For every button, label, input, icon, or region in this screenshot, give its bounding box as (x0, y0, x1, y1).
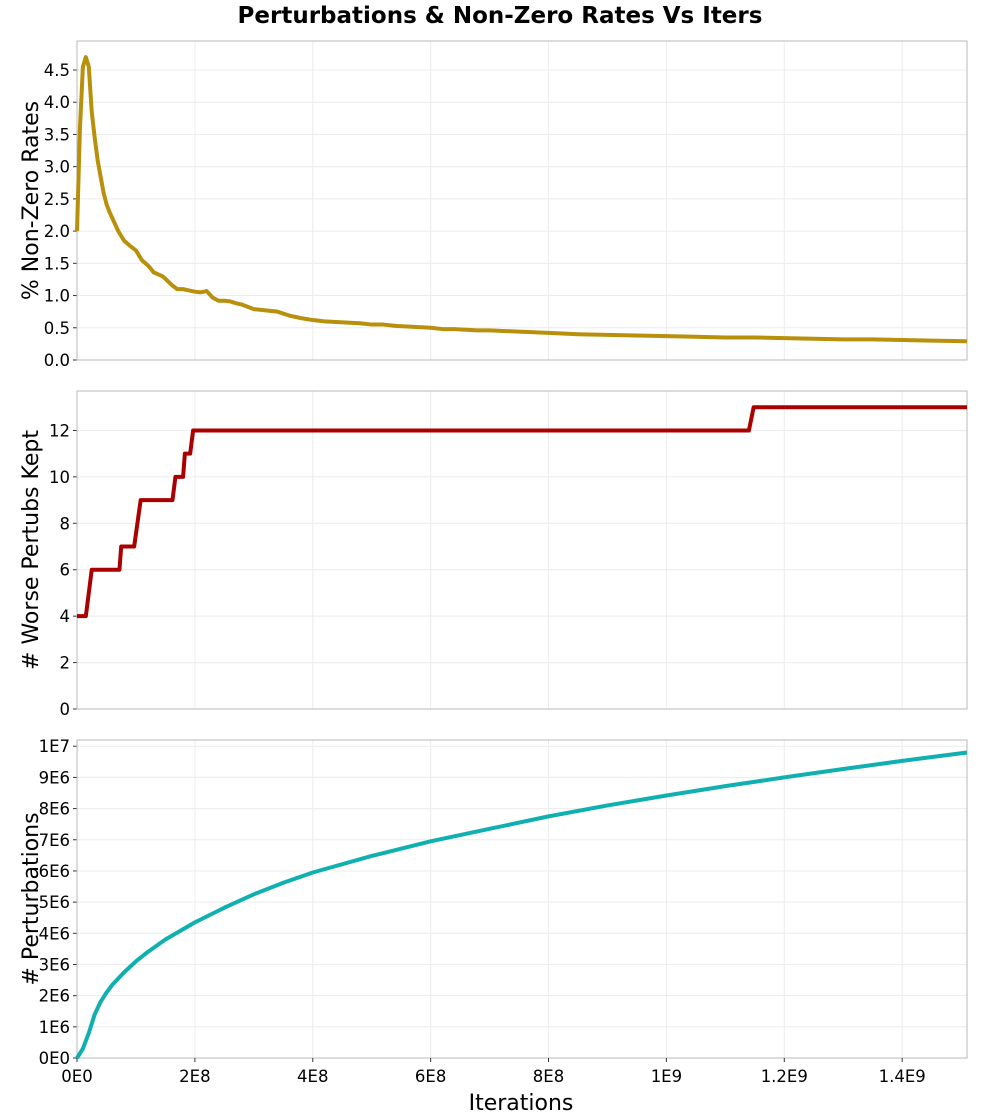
y-tick-label: 1E6 (39, 1018, 70, 1037)
x-tick-label: 0E0 (61, 1067, 92, 1086)
y-tick-label: 2 (60, 654, 71, 673)
y-tick-label: 4E6 (39, 924, 70, 943)
y-tick-label: 0.0 (44, 351, 70, 370)
y-tick-label: 8E6 (39, 800, 70, 819)
x-tick-label: 1.4E9 (879, 1067, 926, 1086)
panel-perturbations: 0E0 1E6 2E6 3E6 4E6 5E6 6E6 7E6 8E6 9E6 1E7 # Pertu… (19, 737, 968, 1086)
series-line-rates (75, 55, 968, 344)
x-tick-label: 8E8 (533, 1067, 564, 1086)
plot-border-perturbations (76, 739, 968, 1059)
x-tick-label: 1E9 (651, 1067, 682, 1086)
y-tick-label: 0E0 (39, 1049, 70, 1068)
plot-border-worse-perturbs (76, 390, 968, 710)
x-tick-label: 6E8 (415, 1067, 446, 1086)
y-tick-label: 0 (60, 700, 71, 719)
y-tick-label: 3.0 (44, 158, 70, 177)
y-axis-label-worse-perturbs: # Worse Pertubs Kept (19, 430, 44, 670)
y-tick-label: 4 (60, 607, 71, 626)
y-tick-label: 1.5 (44, 254, 70, 273)
x-axis-label: Iterations (469, 1091, 574, 1116)
y-tick-label: 1.0 (44, 287, 70, 306)
y-tick-label: 6E6 (39, 862, 70, 881)
chart-panels: 0.0 0.5 1.0 1.5 2.0 2.5 3.0 3.5 4.0 4.5 % Non-Zero… (19, 40, 968, 1086)
series-line-worse-perturbs (77, 405, 967, 619)
y-tick-label: 6 (60, 561, 71, 580)
plot-area-rates (76, 40, 968, 361)
y-axis-label-perturbations: # Perturbations (19, 812, 44, 985)
y-tick-label: 2.0 (44, 222, 70, 241)
y-tick-label: 4.0 (44, 93, 70, 112)
y-tick-label: 1E7 (39, 737, 70, 756)
plot-area-worse-perturbs (76, 390, 968, 710)
panel-rates: 0.0 0.5 1.0 1.5 2.0 2.5 3.0 3.5 4.0 4.5 % Non-Zero… (19, 40, 968, 370)
y-tick-label: 5E6 (39, 893, 70, 912)
plot-area-perturbations (76, 739, 968, 1059)
y-tick-label: 7E6 (39, 831, 70, 850)
chart-title: Perturbations & Non-Zero Rates Vs Iters (238, 3, 763, 29)
y-tick-label: 2.5 (44, 190, 70, 209)
y-tick-label: 2E6 (39, 987, 70, 1006)
y-tick-label: 3.5 (44, 125, 70, 144)
y-tick-label: 8 (60, 514, 71, 533)
y-tick-label: 0.5 (44, 319, 70, 338)
panel-worse-perturbs: 0 2 4 6 8 10 12 # Worse Pertubs Kept (19, 390, 968, 719)
x-tick-label: 1.2E9 (761, 1067, 808, 1086)
y-tick-label: 12 (49, 421, 70, 440)
y-tick-label: 4.5 (44, 61, 70, 80)
y-tick-label: 3E6 (39, 955, 70, 974)
y-tick-label: 10 (49, 468, 70, 487)
series-line-perturbations (75, 750, 968, 1060)
y-axis-label-rates: % Non-Zero Rates (19, 101, 44, 300)
x-tick-label: 4E8 (297, 1067, 328, 1086)
x-tick-label: 2E8 (179, 1067, 210, 1086)
y-tick-label: 9E6 (39, 768, 70, 787)
